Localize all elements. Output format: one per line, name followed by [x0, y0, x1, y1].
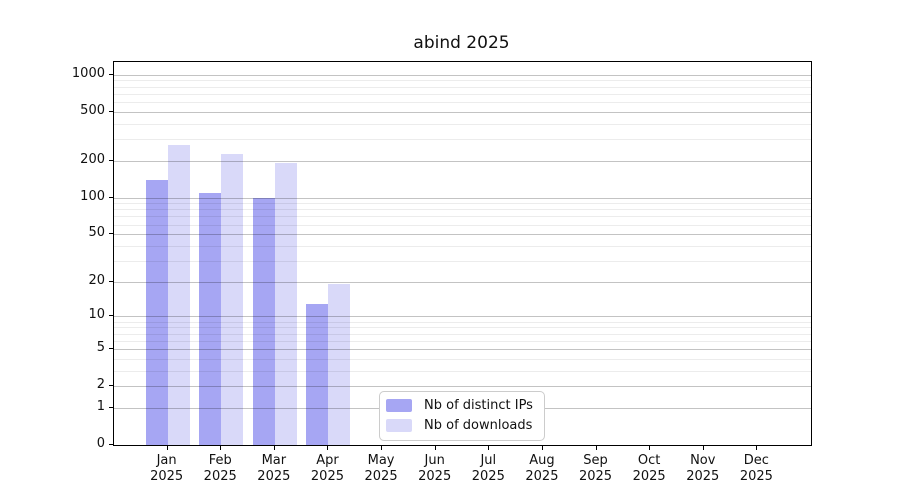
x-tick-label: Jun 2025: [418, 453, 452, 485]
y-tick-label: 500: [80, 102, 105, 118]
gridline-minor: [114, 123, 811, 125]
bar-distinct-ips: [199, 192, 222, 445]
legend-item-downloads: Nb of downloads: [386, 418, 534, 433]
gridline-minor: [114, 358, 811, 360]
y-tick-label: 5: [96, 339, 105, 355]
bar-distinct-ips: [252, 197, 275, 445]
gridline-minor: [114, 139, 811, 141]
x-tick-mark: [488, 446, 490, 450]
gridline-minor: [114, 216, 811, 218]
y-tick-mark: [109, 280, 113, 282]
x-tick-label: Sep 2025: [578, 453, 613, 485]
x-tick-mark: [166, 446, 168, 450]
x-tick-mark: [702, 446, 704, 450]
bar-distinct-ips: [145, 179, 168, 445]
x-tick-mark: [649, 446, 651, 450]
gridline-minor: [114, 93, 811, 95]
gridline-major: [114, 386, 811, 388]
gridline-minor: [114, 80, 811, 82]
gridline-major: [114, 281, 811, 283]
gridline-minor: [114, 321, 811, 323]
y-tick-label: 10: [88, 307, 105, 323]
y-tick-mark: [109, 385, 113, 387]
x-tick-label: May 2025: [364, 453, 398, 485]
y-tick-label: 1: [96, 398, 105, 414]
gridline-minor: [114, 209, 811, 211]
gridline-major: [114, 197, 811, 199]
x-tick-mark: [756, 446, 758, 450]
y-tick-mark: [109, 347, 113, 349]
gridline-minor: [114, 327, 811, 329]
x-tick-mark: [220, 446, 222, 450]
legend-item-distinct-ips: Nb of distinct IPs: [386, 398, 534, 413]
y-tick-mark: [109, 110, 113, 112]
x-tick-mark: [595, 446, 597, 450]
x-tick-mark: [273, 446, 275, 450]
gridline-minor: [114, 86, 811, 88]
y-tick-mark: [109, 315, 113, 317]
y-tick-mark: [109, 444, 113, 445]
gridline-minor: [114, 245, 811, 247]
y-tick-label: 20: [88, 272, 105, 288]
x-tick-mark: [327, 446, 329, 450]
legend-swatch-distinct-ips: [386, 399, 412, 412]
y-tick-mark: [109, 159, 113, 161]
gridline-major: [114, 348, 811, 350]
legend-label-downloads: Nb of downloads: [424, 418, 533, 433]
chart-title: abind 2025: [413, 33, 510, 53]
y-tick-label: 0: [96, 436, 105, 451]
y-tick-label: 2: [96, 377, 105, 393]
gridline-minor: [114, 333, 811, 335]
x-tick-label: Feb 2025: [203, 453, 237, 485]
x-tick-label: Aug 2025: [525, 453, 559, 485]
gridline-major: [114, 74, 811, 76]
x-tick-label: Nov 2025: [686, 453, 720, 485]
y-tick-mark: [109, 406, 113, 408]
gridline-minor: [114, 101, 811, 103]
x-tick-label: Mar 2025: [257, 453, 291, 485]
bar-downloads: [167, 144, 190, 445]
bar-distinct-ips: [306, 303, 329, 445]
x-tick-label: Apr 2025: [310, 453, 344, 485]
legend-swatch-downloads: [386, 419, 412, 432]
y-tick-label: 200: [80, 151, 105, 167]
x-tick-mark: [541, 446, 543, 450]
y-tick-label: 100: [80, 188, 105, 204]
y-tick-label: 50: [88, 225, 105, 241]
y-tick-mark: [109, 196, 113, 198]
gridline-minor: [114, 203, 811, 205]
legend-label-distinct-ips: Nb of distinct IPs: [424, 398, 533, 413]
y-tick-mark: [109, 233, 113, 235]
gridline-major: [114, 111, 811, 113]
y-tick-mark: [109, 73, 113, 75]
gridline-minor: [114, 260, 811, 262]
gridline-minor: [114, 224, 811, 226]
gridline-major: [114, 316, 811, 318]
x-tick-label: Jan 2025: [150, 453, 184, 485]
gridline-minor: [114, 340, 811, 342]
legend: Nb of distinct IPs Nb of downloads: [379, 391, 545, 441]
x-tick-mark: [434, 446, 436, 450]
y-tick-label: 1000: [71, 65, 105, 81]
gridline-major: [114, 234, 811, 236]
bar-downloads: [221, 154, 244, 445]
x-tick-label: Dec 2025: [739, 453, 773, 485]
plot-area: Nb of distinct IPs Nb of downloads: [113, 61, 812, 446]
x-tick-mark: [381, 446, 383, 450]
x-tick-label: Oct 2025: [632, 453, 666, 485]
gridline-minor: [114, 370, 811, 372]
x-tick-label: Jul 2025: [471, 453, 505, 485]
bar-downloads: [328, 284, 351, 445]
bar-downloads: [274, 163, 297, 445]
gridline-major: [114, 160, 811, 162]
